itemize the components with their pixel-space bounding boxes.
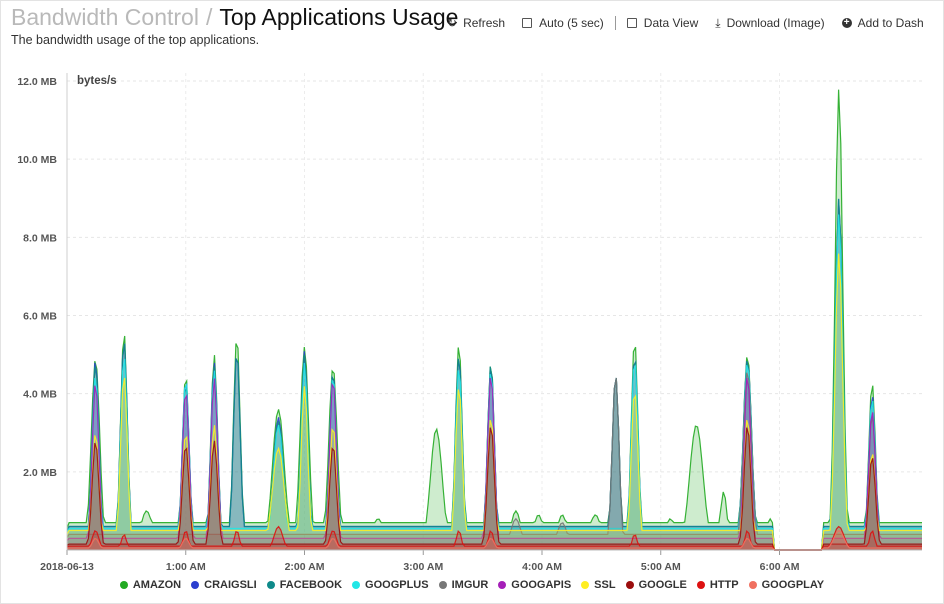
series-area-http xyxy=(67,526,922,550)
x-tick-label: 2018-06-13 xyxy=(40,561,94,573)
chart-series-areas xyxy=(66,89,922,551)
series-area-facebook xyxy=(67,198,922,550)
add-to-dashboard-button[interactable]: + Add to Dash xyxy=(841,16,924,30)
download-label: Download (Image) xyxy=(726,16,825,30)
legend-dot-icon xyxy=(119,581,128,589)
auto-refresh-checkbox[interactable]: Auto (5 sec) xyxy=(522,16,604,30)
legend-label: FACEBOOK xyxy=(279,579,343,591)
legend-label: GOOGPLAY xyxy=(761,579,825,591)
data-view-label: Data View xyxy=(643,16,699,30)
legend-item-imgur[interactable]: IMGUR xyxy=(438,579,489,591)
legend-label: AMAZON xyxy=(132,579,182,591)
legend-dot-icon xyxy=(191,581,200,589)
legend-item-facebook[interactable]: FACEBOOK xyxy=(266,579,343,591)
legend-item-craigsli[interactable]: CRAIGSLI xyxy=(191,579,257,591)
legend-label: CRAIGSLI xyxy=(204,579,257,591)
legend-item-googplay[interactable]: GOOGPLAY xyxy=(748,579,825,591)
legend-item-google[interactable]: GOOGLE xyxy=(625,579,687,591)
y-axis-label: bytes/s xyxy=(77,75,117,87)
legend-item-ssl[interactable]: SSL xyxy=(581,579,616,591)
legend-item-googplus[interactable]: GOOGPLUS xyxy=(352,579,429,591)
download-icon: ⤓ xyxy=(715,16,721,30)
refresh-icon: ↻ xyxy=(447,16,458,30)
data-view-checkbox[interactable]: Data View xyxy=(626,16,699,30)
legend-dot-icon xyxy=(696,581,705,589)
x-tick-label: 4:00 AM xyxy=(522,561,562,573)
series-area-googplus xyxy=(67,214,922,550)
x-tick-label: 2:00 AM xyxy=(285,561,325,573)
series-area-craigsli xyxy=(67,198,922,550)
refresh-button[interactable]: ↻ Refresh xyxy=(447,16,505,30)
chart-legend: AMAZON CRAIGSLI FACEBOOK GOOGPLUS IMGUR GOOGA… xyxy=(0,579,944,591)
add-to-dashboard-label: Add to Dash xyxy=(857,16,924,30)
legend-dot-icon xyxy=(438,581,447,589)
plus-circle-icon: + xyxy=(841,18,852,28)
legend-dot-icon xyxy=(352,581,361,589)
legend-dot-icon xyxy=(498,581,507,589)
auto-refresh-label: Auto (5 sec) xyxy=(539,16,604,30)
legend-label: IMGUR xyxy=(451,579,489,591)
legend-item-http[interactable]: HTTP xyxy=(696,579,739,591)
checkbox-icon xyxy=(626,18,637,28)
x-tick-label: 5:00 AM xyxy=(641,561,681,573)
legend-label: HTTP xyxy=(709,579,739,591)
page-title: Top Applications Usage xyxy=(219,4,459,30)
download-image-button[interactable]: ⤓ Download (Image) xyxy=(715,16,824,30)
legend-label: GOOGAPIS xyxy=(511,579,572,591)
x-tick-label: 6:00 AM xyxy=(760,561,800,573)
legend-dot-icon xyxy=(266,581,275,589)
series-area-ssl xyxy=(67,253,922,550)
y-tick-label: 10.0 MB xyxy=(17,154,57,166)
refresh-label: Refresh xyxy=(463,16,506,30)
legend-dot-icon xyxy=(748,581,757,589)
y-tick-label: 6.0 MB xyxy=(23,311,57,323)
toolbar: ↻ Refresh Auto (5 sec) Data View ⤓ Downl… xyxy=(447,16,941,30)
page-subtitle: The bandwidth usage of the top applicati… xyxy=(11,33,260,47)
legend-dot-icon xyxy=(581,581,590,589)
legend-label: SSL xyxy=(594,579,616,591)
toolbar-divider xyxy=(614,16,616,30)
legend-item-googapis[interactable]: GOOGAPIS xyxy=(498,579,571,591)
legend-label: GOOGLE xyxy=(638,579,687,591)
y-tick-label: 8.0 MB xyxy=(23,232,57,244)
y-tick-label: 2.0 MB xyxy=(23,467,57,479)
legend-label: GOOGPLUS xyxy=(365,579,429,591)
legend-dot-icon xyxy=(625,581,634,589)
breadcrumb-separator: / xyxy=(205,4,213,30)
breadcrumb-parent[interactable]: Bandwidth Control xyxy=(11,4,199,30)
y-tick-label: 4.0 MB xyxy=(23,389,57,401)
chart-axes: 2.0 MB 4.0 MB 6.0 MB 8.0 MB 10.0 MB 12.0 MB 20… xyxy=(17,73,922,573)
checkbox-icon xyxy=(522,18,533,28)
x-tick-label: 1:00 AM xyxy=(166,561,206,573)
breadcrumb: Bandwidth Control / Top Applications Usa… xyxy=(11,4,458,34)
x-tick-label: 3:00 AM xyxy=(403,561,443,573)
y-tick-label: 12.0 MB xyxy=(17,76,57,88)
legend-item-amazon[interactable]: AMAZON xyxy=(119,579,182,591)
